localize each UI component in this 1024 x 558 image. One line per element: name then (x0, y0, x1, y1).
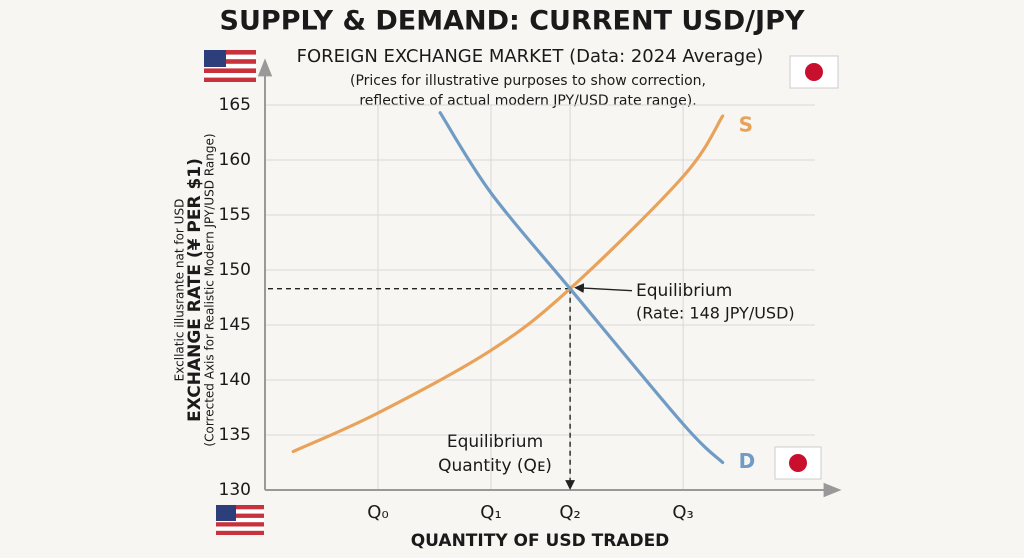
curve (438, 111, 725, 465)
x-axis-label: QUANTITY OF USD TRADED (411, 531, 670, 551)
curve (291, 114, 725, 454)
japan-flag (789, 55, 839, 89)
annotation: Equilibrium (447, 432, 543, 452)
chart-title: SUPPLY & DEMAND: CURRENT USD/JPY (220, 6, 805, 37)
y-tick-label: 155 (219, 205, 251, 225)
annotation: Quantity (Qᴇ) (438, 456, 552, 476)
annotation-arrow (574, 283, 633, 294)
x-tick-label: Q₂ (559, 502, 580, 523)
x-tick-label: Q₃ (672, 502, 693, 523)
y-tick-label: 160 (219, 150, 251, 170)
y-axis-label: (Corrected Axis for Realistic Modern JPY… (203, 133, 217, 446)
x-tick-label: Q₀ (367, 502, 388, 523)
us-flag (204, 50, 256, 82)
annotation: Equilibrium (636, 281, 732, 301)
japan-flag (774, 446, 822, 480)
x-tick-label: Q₁ (480, 502, 501, 523)
note: (Prices for illustrative purposes to sho… (350, 73, 706, 89)
y-tick-label: 140 (219, 370, 251, 390)
annotation: (Rate: 148 JPY/USD) (636, 304, 795, 323)
subtitle: FOREIGN EXCHANGE MARKET (Data: 2024 Aver… (297, 46, 764, 67)
y-tick-label: 165 (219, 95, 251, 115)
y-tick-label: 145 (219, 315, 251, 335)
legend-label: D (739, 449, 756, 473)
note: reflective of actual modern JPY/USD rate… (359, 93, 696, 109)
y-axis-label: Excllatic illusrante nat for USD (173, 199, 187, 382)
y-axis-label: EXCHANGE RATE (¥ PER $1) (185, 158, 205, 422)
legend-label: S (739, 113, 753, 137)
y-tick-label: 135 (219, 425, 251, 445)
y-tick-label: 150 (219, 260, 251, 280)
y-tick-label: 130 (219, 480, 251, 500)
us-flag (216, 505, 264, 535)
